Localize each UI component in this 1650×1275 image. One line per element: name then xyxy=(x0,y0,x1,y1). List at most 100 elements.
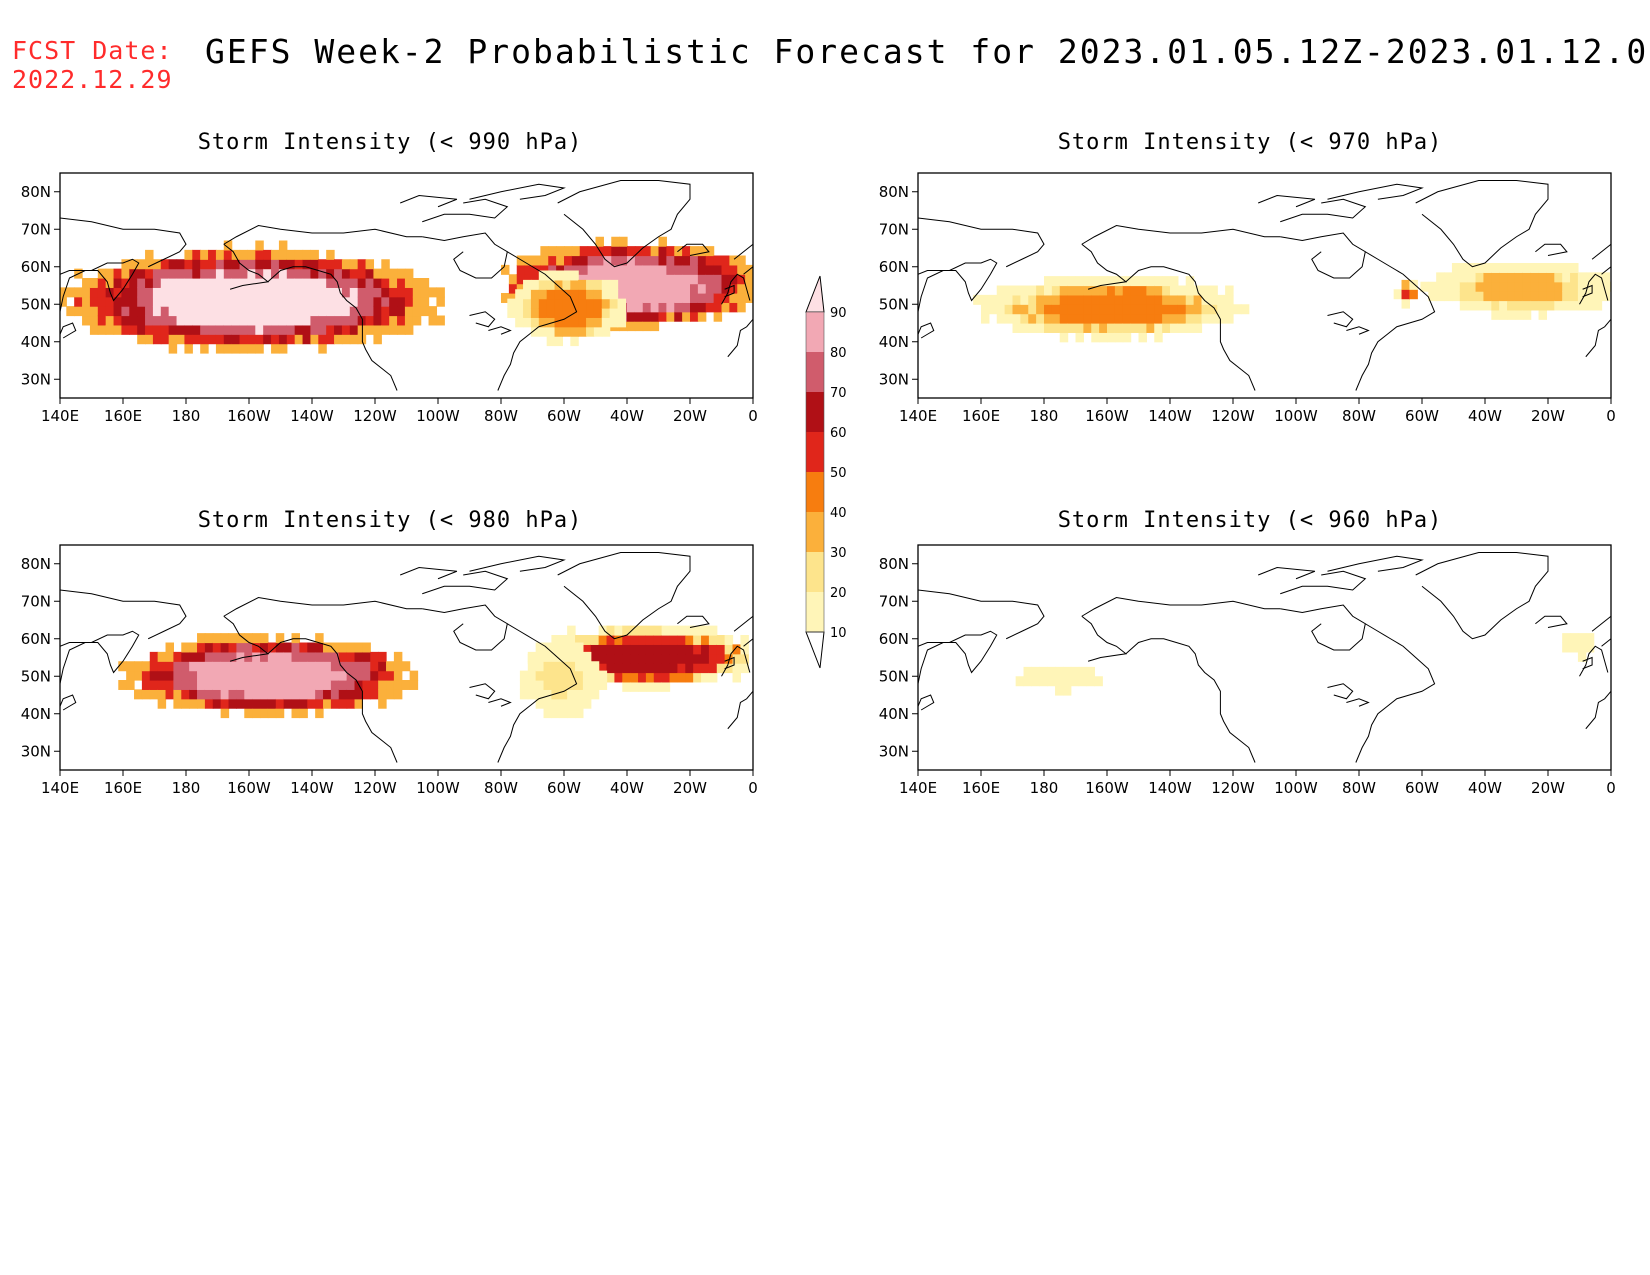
prob-cell xyxy=(223,240,233,251)
prob-cell xyxy=(708,644,718,655)
prob-cell xyxy=(278,334,288,345)
prob-cell xyxy=(181,651,190,662)
prob-cell xyxy=(595,264,604,275)
prob-cell xyxy=(609,308,619,318)
lat-label: 30N xyxy=(21,370,51,388)
prob-cell xyxy=(575,708,584,719)
lat-label: 70N xyxy=(21,592,51,610)
map-frame xyxy=(59,544,754,771)
prob-cell xyxy=(567,689,576,700)
prob-cell xyxy=(638,681,647,692)
lon-label: 140W xyxy=(290,407,334,425)
prob-cell xyxy=(578,298,587,309)
prob-cell xyxy=(1012,294,1021,305)
prob-cell xyxy=(1044,285,1053,296)
prob-cell xyxy=(551,651,560,662)
prob-cell xyxy=(587,246,597,257)
prob-cell xyxy=(578,308,587,318)
prob-cell xyxy=(1059,294,1069,305)
prob-cell xyxy=(642,274,652,285)
coastline xyxy=(1535,243,1568,256)
prob-cell xyxy=(1039,676,1048,687)
coastline xyxy=(1415,180,1549,268)
prob-cell xyxy=(582,661,592,672)
coastline xyxy=(724,284,735,298)
prob-cell xyxy=(614,644,623,655)
prob-cell xyxy=(378,698,387,709)
lon-label: 40W xyxy=(1468,407,1502,425)
prob-cell xyxy=(554,289,564,300)
lat-label: 50N xyxy=(879,295,909,313)
prob-cell xyxy=(653,653,663,664)
prob-cell xyxy=(1522,291,1532,302)
prob-cell xyxy=(737,302,746,313)
prob-cell xyxy=(208,315,217,326)
prob-cell xyxy=(323,698,332,709)
prob-cell xyxy=(200,343,209,354)
prob-cell xyxy=(149,651,159,662)
prob-cell xyxy=(326,278,335,288)
prob-cell xyxy=(634,283,644,294)
prob-cell xyxy=(1491,272,1500,283)
prob-cell xyxy=(231,296,241,307)
prob-cell xyxy=(535,680,545,690)
prob-cell xyxy=(315,680,324,690)
prob-cell xyxy=(126,670,135,681)
prob-cell xyxy=(189,642,198,653)
prob-cell xyxy=(176,306,186,317)
prob-cell xyxy=(275,633,285,644)
prob-cell xyxy=(420,278,430,288)
prob-cell xyxy=(247,287,256,298)
prob-cell xyxy=(1075,304,1084,315)
colorbar-box xyxy=(806,472,824,512)
prob-cell xyxy=(690,283,699,294)
prob-cell xyxy=(74,296,83,307)
prob-cell xyxy=(507,298,516,309)
prob-cell xyxy=(1114,294,1124,305)
prob-cell xyxy=(263,259,272,270)
prob-cell xyxy=(176,334,186,345)
prob-cell xyxy=(244,661,253,672)
prob-cell xyxy=(650,274,660,285)
prob-cell xyxy=(693,625,702,636)
prob-cell xyxy=(1491,263,1500,273)
prob-cell xyxy=(1070,676,1080,687)
prob-cell xyxy=(365,287,375,298)
prob-cell xyxy=(1444,272,1453,283)
prob-cell xyxy=(582,670,592,681)
map-content xyxy=(60,552,753,763)
prob-cell xyxy=(1162,276,1171,287)
prob-cell xyxy=(315,651,324,662)
prob-cell xyxy=(1514,272,1524,283)
prob-cell xyxy=(590,661,600,672)
prob-cell xyxy=(82,278,91,288)
prob-cell xyxy=(381,315,390,326)
prob-cell xyxy=(160,315,170,326)
prob-cell xyxy=(341,296,351,307)
prob-cell xyxy=(645,653,655,664)
prob-cell xyxy=(598,680,608,690)
prob-cell xyxy=(310,278,319,288)
prob-cell xyxy=(630,653,639,664)
prob-cell xyxy=(271,343,280,354)
prob-cell xyxy=(724,653,734,664)
prob-cell xyxy=(609,317,619,328)
prob-cell xyxy=(524,264,534,275)
prob-cell xyxy=(223,278,233,288)
prob-cell xyxy=(1130,304,1140,315)
prob-cell xyxy=(223,268,233,279)
prob-cell xyxy=(981,313,990,324)
prob-cell xyxy=(310,249,319,260)
prob-cell xyxy=(562,298,571,309)
prob-cell xyxy=(105,324,115,335)
prob-cell xyxy=(1177,323,1187,333)
prob-cell xyxy=(247,306,256,317)
prob-cell xyxy=(318,296,327,307)
prob-cell xyxy=(215,259,225,270)
prob-cell xyxy=(181,661,190,672)
prob-cell xyxy=(595,236,604,247)
prob-cell xyxy=(176,268,186,279)
colorbar-label: 40 xyxy=(830,506,847,521)
prob-cell xyxy=(1444,291,1453,302)
prob-cell xyxy=(389,278,398,288)
